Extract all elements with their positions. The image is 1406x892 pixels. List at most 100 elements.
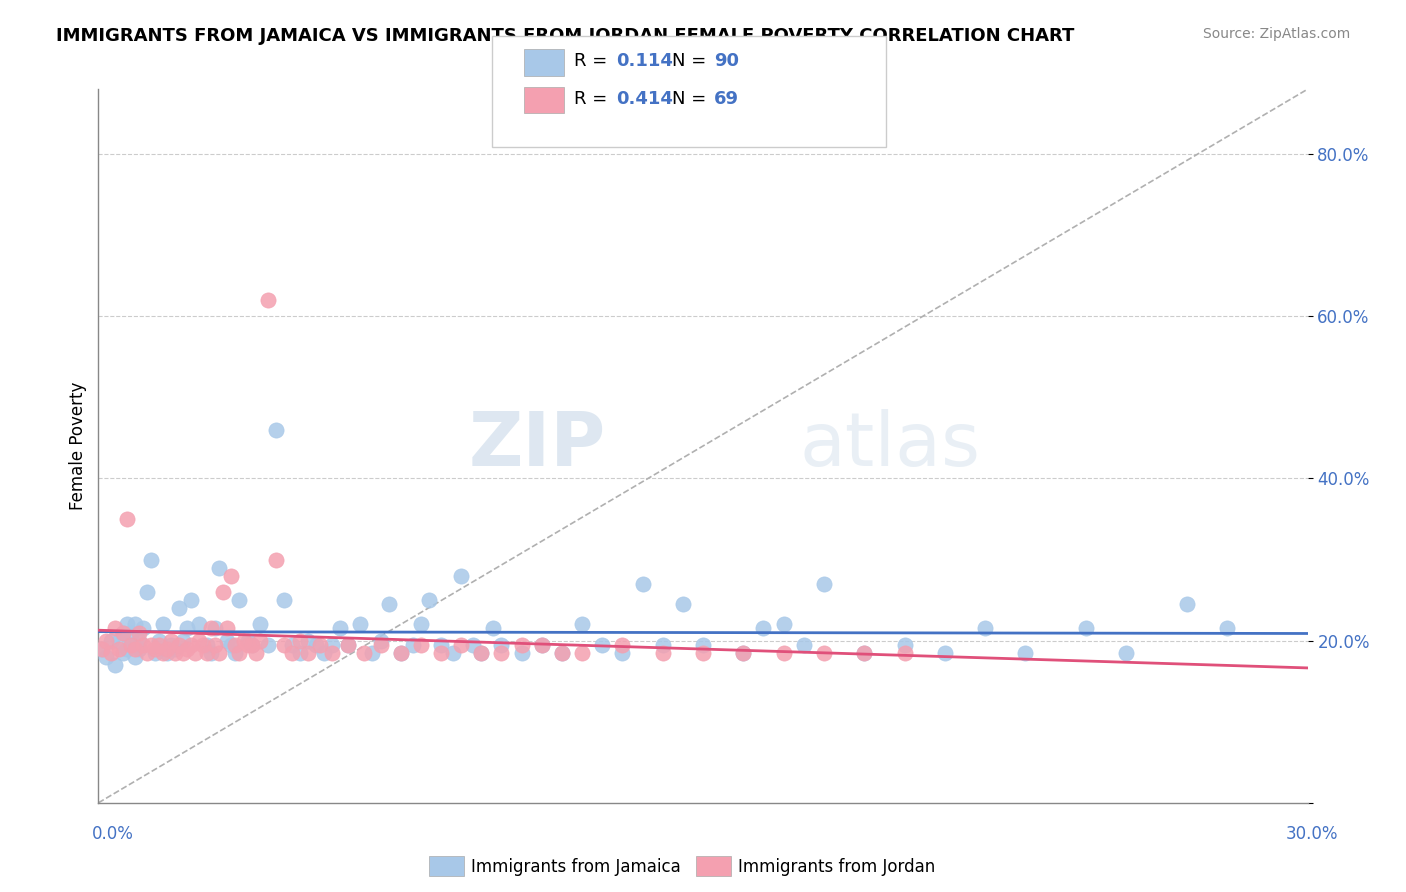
Point	[353, 646, 375, 660]
Point	[591, 638, 613, 652]
Point	[115, 512, 138, 526]
Point	[264, 423, 287, 437]
Point	[491, 646, 513, 660]
Text: atlas: atlas	[800, 409, 981, 483]
Point	[103, 657, 125, 672]
Text: 0.114: 0.114	[616, 52, 672, 70]
Text: 69: 69	[714, 90, 740, 108]
Point	[193, 638, 215, 652]
Point	[221, 568, 243, 582]
Point	[510, 646, 533, 660]
Point	[288, 646, 311, 660]
Point	[120, 638, 142, 652]
Point	[651, 638, 673, 652]
Point	[273, 638, 295, 652]
Point	[463, 638, 485, 652]
Point	[853, 646, 876, 660]
Point	[228, 593, 250, 607]
Point	[245, 646, 267, 660]
Text: 0.0%: 0.0%	[91, 825, 134, 843]
Point	[224, 646, 246, 660]
Point	[103, 622, 125, 636]
Point	[1216, 622, 1239, 636]
Point	[389, 646, 412, 660]
Point	[530, 638, 553, 652]
Point	[111, 625, 134, 640]
Point	[107, 633, 129, 648]
Point	[156, 641, 179, 656]
Point	[1014, 646, 1036, 660]
Point	[132, 622, 155, 636]
Point	[337, 638, 360, 652]
Point	[128, 641, 150, 656]
Point	[692, 638, 714, 652]
Point	[204, 638, 226, 652]
Point	[184, 646, 207, 660]
Text: 30.0%: 30.0%	[1286, 825, 1339, 843]
Point	[224, 638, 246, 652]
Point	[236, 633, 259, 648]
Point	[491, 638, 513, 652]
Point	[893, 638, 915, 652]
Point	[188, 617, 211, 632]
Point	[813, 577, 835, 591]
Point	[132, 638, 155, 652]
Point	[143, 646, 166, 660]
Point	[752, 622, 775, 636]
Point	[305, 638, 328, 652]
Point	[733, 646, 755, 660]
Point	[349, 617, 371, 632]
Text: ZIP: ZIP	[470, 409, 606, 483]
Point	[612, 638, 634, 652]
Point	[441, 646, 464, 660]
Point	[91, 641, 114, 656]
Point	[139, 638, 162, 652]
Point	[208, 560, 231, 574]
Point	[100, 646, 122, 660]
Point	[297, 633, 319, 648]
Point	[135, 646, 157, 660]
Point	[934, 646, 956, 660]
Point	[107, 641, 129, 656]
Point	[1115, 646, 1137, 660]
Point	[188, 633, 211, 648]
Point	[200, 622, 222, 636]
Point	[793, 638, 815, 652]
Point	[974, 622, 997, 636]
Point	[152, 646, 174, 660]
Point	[329, 622, 352, 636]
Point	[160, 633, 183, 648]
Text: 0.414: 0.414	[616, 90, 672, 108]
Point	[510, 638, 533, 652]
Point	[204, 622, 226, 636]
Point	[772, 646, 794, 660]
Point	[195, 638, 218, 652]
Text: 90: 90	[714, 52, 740, 70]
Point	[430, 638, 453, 652]
Point	[217, 622, 239, 636]
Text: Immigrants from Jamaica: Immigrants from Jamaica	[471, 858, 681, 876]
Point	[1074, 622, 1097, 636]
Y-axis label: Female Poverty: Female Poverty	[69, 382, 87, 510]
Point	[148, 633, 170, 648]
Point	[217, 633, 239, 648]
Point	[571, 617, 593, 632]
Point	[893, 646, 915, 660]
Point	[96, 649, 118, 664]
Point	[124, 617, 146, 632]
Point	[551, 646, 574, 660]
Text: IMMIGRANTS FROM JAMAICA VS IMMIGRANTS FROM JORDAN FEMALE POVERTY CORRELATION CHA: IMMIGRANTS FROM JAMAICA VS IMMIGRANTS FR…	[56, 27, 1074, 45]
Point	[115, 641, 138, 656]
Point	[389, 646, 412, 660]
Point	[273, 593, 295, 607]
Point	[551, 646, 574, 660]
Point	[143, 641, 166, 656]
Point	[1175, 597, 1198, 611]
Point	[409, 617, 432, 632]
Point	[321, 638, 343, 652]
Point	[314, 646, 336, 660]
Point	[692, 646, 714, 660]
Point	[221, 638, 243, 652]
Point	[430, 646, 453, 660]
Point	[208, 646, 231, 660]
